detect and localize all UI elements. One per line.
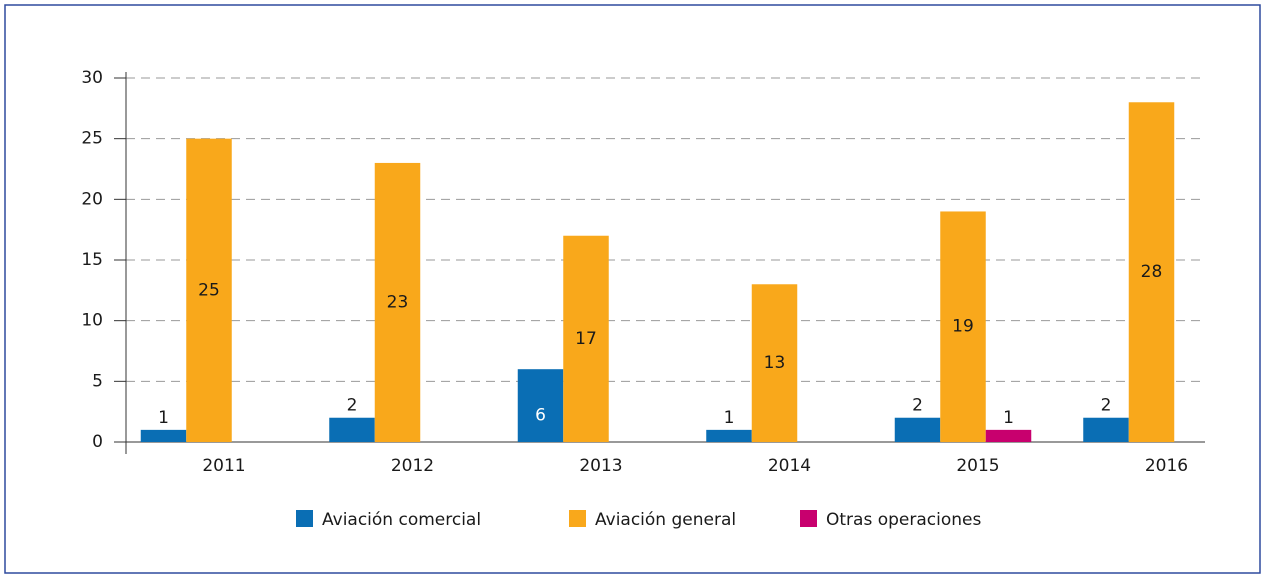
- y-tick-label: 15: [81, 250, 103, 270]
- bar: [751, 284, 798, 442]
- value-label: 1: [724, 408, 735, 428]
- value-label: 2: [1101, 396, 1112, 416]
- x-tick-label: 2013: [579, 456, 622, 476]
- x-tick-label: 2016: [1145, 456, 1188, 476]
- bar: [517, 369, 564, 442]
- value-label: 28: [1141, 262, 1163, 282]
- value-label: 19: [952, 317, 974, 337]
- y-tick-label: 25: [81, 129, 103, 149]
- bar: [706, 429, 752, 442]
- value-label: 2: [912, 396, 923, 416]
- legend-swatch: [800, 510, 817, 527]
- frame: [4, 4, 1261, 574]
- value-label: 1: [158, 408, 169, 428]
- y-tick-label: 30: [81, 68, 103, 88]
- bar: [329, 417, 375, 442]
- value-label: 17: [575, 329, 597, 349]
- value-label: 2: [347, 396, 358, 416]
- bar: [1083, 417, 1129, 442]
- bar: [374, 162, 421, 442]
- bar: [563, 235, 609, 442]
- value-label: 23: [387, 292, 409, 312]
- x-tick-label: 2014: [768, 456, 811, 476]
- legend-label: Aviación general: [595, 510, 736, 530]
- legend-label: Otras operaciones: [826, 510, 981, 530]
- bar: [140, 429, 187, 442]
- x-tick-label: 2015: [956, 456, 999, 476]
- bar: [894, 417, 941, 442]
- x-tick-label: 2012: [391, 456, 434, 476]
- bar: [1128, 102, 1175, 443]
- bar: [940, 211, 986, 442]
- bar: [985, 429, 1032, 442]
- legend-label: Aviación comercial: [322, 510, 481, 530]
- bar: [186, 138, 232, 442]
- value-label: 6: [535, 406, 546, 426]
- value-label: 13: [764, 353, 786, 373]
- legend-swatch: [296, 510, 313, 527]
- value-label: 1: [1003, 408, 1014, 428]
- value-label: 25: [198, 280, 220, 300]
- y-tick-label: 5: [92, 371, 103, 391]
- y-tick-label: 20: [81, 189, 103, 209]
- y-tick-label: 10: [81, 311, 103, 331]
- x-tick-label: 2011: [202, 456, 245, 476]
- legend-swatch: [569, 510, 586, 527]
- y-tick-label: 0: [92, 432, 103, 452]
